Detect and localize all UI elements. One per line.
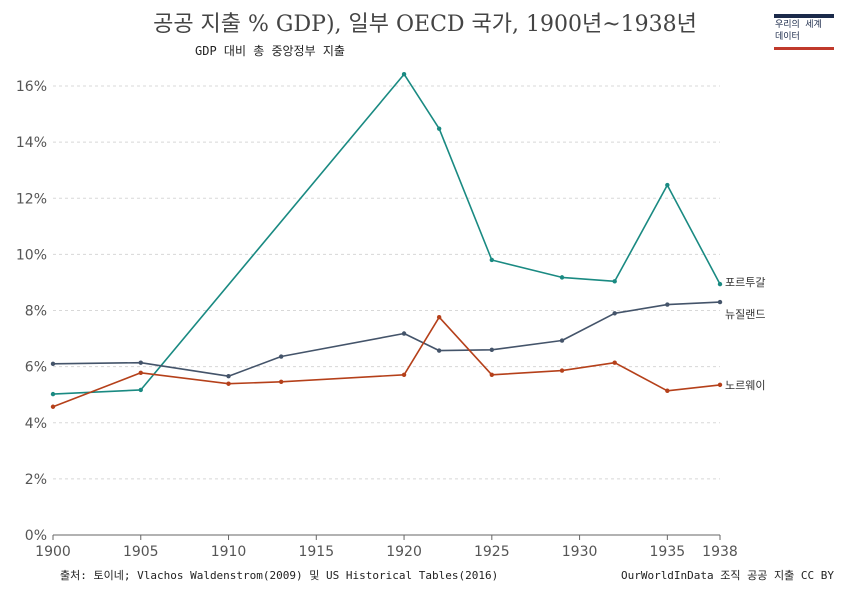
source-note: 출처: 토이네; Vlachos Waldenstrom(2009) 및 US …	[60, 569, 499, 582]
data-point	[436, 126, 442, 131]
series-label: 노르웨이	[725, 379, 765, 392]
data-point	[226, 373, 231, 379]
y-tick-label: 6%	[25, 360, 47, 376]
data-point	[489, 372, 495, 377]
y-tick-label: 16%	[16, 79, 47, 95]
data-point	[278, 354, 284, 359]
data-point	[665, 302, 670, 307]
data-point	[436, 348, 442, 353]
data-point	[401, 372, 407, 377]
y-tick-label: 10%	[16, 247, 47, 263]
logo-bottom-bar	[774, 47, 834, 50]
chart-subtitle: GDP 대비 총 중앙정부 지출	[195, 44, 345, 58]
y-tick-label: 12%	[16, 191, 47, 207]
x-tick-label: 1920	[386, 544, 422, 560]
data-point	[612, 311, 617, 316]
data-point	[401, 331, 407, 336]
data-point	[489, 257, 495, 263]
y-tick-label: 14%	[16, 135, 47, 151]
owid-logo[interactable]: 우리의 세계 데이터	[774, 14, 834, 50]
data-point	[559, 368, 565, 373]
data-point	[665, 182, 670, 188]
data-point	[278, 379, 284, 384]
series-label: 뉴질랜드	[725, 308, 765, 321]
series-group	[50, 72, 723, 409]
x-tick-label: 1925	[474, 544, 510, 560]
series-line	[52, 316, 721, 408]
x-tick-label: 1935	[650, 544, 686, 560]
x-tick-label: 1910	[211, 544, 247, 560]
x-axis: 1900 1905 1910 1915 1920 1925 1930 1935 1938	[35, 534, 738, 560]
chart-title: 공공 지출 % GDP), 일부 OECD 국가, 1900년~1938년	[153, 12, 697, 37]
y-tick-label: 0%	[25, 528, 47, 544]
data-point	[612, 360, 617, 365]
x-tick-label: 1905	[123, 544, 159, 560]
series-label: 포르투갈	[725, 275, 765, 289]
logo-text: 우리의 세계 데이터	[775, 19, 835, 43]
data-point	[138, 370, 143, 375]
data-point	[559, 338, 565, 343]
data-point	[50, 404, 56, 409]
data-point	[226, 381, 231, 386]
series-line	[52, 73, 721, 395]
x-tick-label: 1915	[298, 544, 334, 560]
data-point	[717, 382, 723, 388]
y-tick-label: 8%	[25, 304, 47, 320]
grid-lines	[53, 85, 720, 480]
data-point	[138, 360, 143, 365]
data-point	[138, 387, 143, 393]
logo-line-1: 우리의 세계	[775, 20, 822, 30]
y-axis-ticks: 0% 2% 4% 6% 8% 10% 12% 14% 16%	[16, 79, 47, 544]
data-point	[612, 279, 617, 284]
x-tick-label: 1938	[702, 544, 738, 560]
y-tick-label: 4%	[25, 416, 47, 432]
data-point	[665, 388, 670, 393]
data-point	[717, 299, 723, 305]
data-point	[559, 275, 565, 280]
x-tick-label: 1930	[562, 544, 598, 560]
data-point	[717, 281, 723, 287]
data-point	[489, 347, 495, 352]
license-note[interactable]: OurWorldInData 조직 공공 지출 CC BY	[620, 569, 834, 582]
x-tick-label: 1900	[35, 544, 71, 560]
data-point	[401, 72, 407, 77]
y-tick-label: 2%	[25, 472, 47, 488]
data-point	[50, 361, 56, 367]
data-point	[436, 315, 442, 320]
data-point	[50, 391, 56, 397]
logo-line-2: 데이터	[775, 32, 800, 42]
logo-top-bar	[774, 14, 834, 18]
